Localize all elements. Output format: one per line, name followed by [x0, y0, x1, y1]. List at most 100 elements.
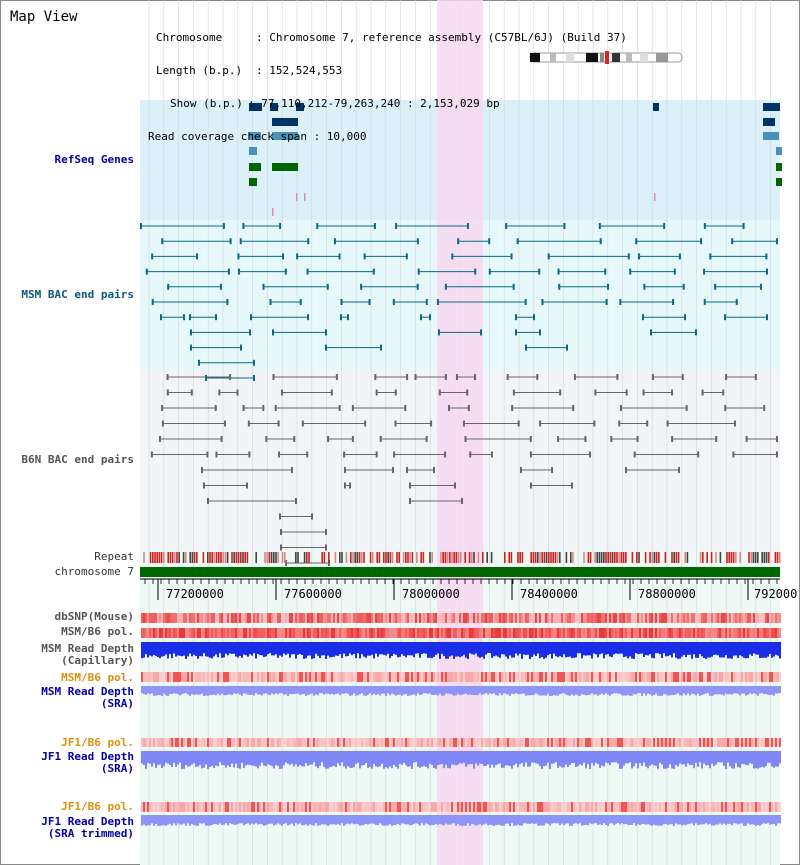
heat-cell: [663, 628, 665, 638]
msm-bac-track[interactable]: [140, 223, 778, 381]
depth-bar: [255, 751, 257, 767]
repeat-track[interactable]: [143, 552, 781, 563]
depth-bar: [571, 751, 573, 764]
depth-bar: [457, 751, 459, 765]
heat-cell: [191, 802, 193, 812]
heat-cell: [727, 628, 729, 638]
heatmap-tracks[interactable]: [141, 613, 781, 826]
depth-bar: [375, 815, 377, 825]
heat-cell: [423, 738, 425, 747]
bac-end-marker: [272, 374, 275, 380]
heat-cell: [607, 613, 609, 623]
depth-bar: [189, 686, 191, 696]
heat-cell: [381, 613, 383, 623]
heat-cell: [301, 802, 303, 812]
heat-cell: [661, 802, 663, 812]
depth-bar: [529, 751, 531, 767]
heat-cell: [345, 672, 347, 682]
repeat-mark: [361, 552, 363, 563]
heat-cell: [681, 802, 683, 812]
selected-region-highlight[interactable]: [437, 0, 483, 865]
depth-bar: [405, 751, 407, 766]
heat-cell: [553, 672, 555, 682]
bac-end-marker: [599, 238, 602, 245]
chromosome-bar[interactable]: [140, 567, 780, 577]
heat-cell: [681, 738, 683, 747]
heat-cell: [179, 738, 181, 747]
heat-cell: [377, 613, 379, 623]
depth-bar: [537, 686, 539, 695]
depth-bar: [219, 686, 221, 696]
heat-cell: [679, 628, 681, 638]
depth-bar: [423, 751, 425, 767]
repeat-mark: [420, 552, 422, 563]
depth-bar: [321, 815, 323, 825]
depth-bar: [749, 815, 751, 825]
bac-end-marker: [557, 436, 560, 442]
depth-bar: [327, 686, 329, 694]
depth-bar: [415, 642, 417, 654]
depth-bar: [627, 686, 629, 696]
heat-cell: [603, 613, 605, 623]
depth-bar: [625, 751, 627, 764]
depth-bar: [225, 751, 227, 768]
heat-cell: [215, 802, 217, 812]
b6n-bac-track[interactable]: [150, 374, 778, 566]
heat-cell: [545, 628, 547, 638]
heat-cell: [719, 613, 721, 623]
depth-bar: [627, 642, 629, 659]
depth-bar: [243, 815, 245, 826]
heat-cell: [531, 628, 533, 638]
track-label-refseq-genes[interactable]: RefSeq Genes: [54, 153, 134, 166]
depth-bar: [195, 751, 197, 767]
depth-bar: [357, 751, 359, 763]
track-label-msm-bac[interactable]: MSM BAC end pairs: [21, 288, 134, 301]
depth-bar: [545, 751, 547, 766]
heat-cell: [647, 613, 649, 623]
heat-cell: [359, 672, 361, 682]
depth-bar: [271, 751, 273, 767]
depth-bar: [375, 642, 377, 654]
gene-glyph: [776, 147, 782, 155]
depth-bar: [495, 751, 497, 766]
heat-cell: [253, 738, 255, 747]
repeat-mark: [537, 552, 539, 563]
depth-bar: [765, 751, 767, 767]
depth-bar: [605, 815, 607, 825]
heat-cell: [201, 613, 203, 623]
bac-end-marker: [584, 436, 587, 442]
heat-cell: [595, 738, 597, 747]
heat-cell: [499, 738, 501, 747]
heat-cell: [775, 738, 777, 747]
heat-cell: [287, 628, 289, 638]
heat-cell: [255, 738, 257, 747]
bac-end-marker: [227, 268, 230, 275]
heat-cell: [483, 802, 485, 812]
bac-end-marker: [272, 329, 274, 336]
bac-end-marker: [306, 268, 309, 275]
depth-bar: [655, 642, 657, 654]
depth-bar: [461, 642, 463, 657]
depth-bar: [593, 751, 595, 766]
chromosome-ideogram[interactable]: [529, 51, 683, 64]
bac-end-marker: [643, 283, 646, 290]
heat-cell: [409, 613, 411, 623]
depth-bar: [265, 642, 267, 657]
bac-end-marker: [759, 283, 762, 290]
heat-cell: [183, 672, 185, 682]
heat-cell: [541, 802, 543, 812]
heat-cell: [169, 628, 171, 638]
track-label-b6n-bac[interactable]: B6N BAC end pairs: [21, 453, 134, 466]
depth-bar: [635, 642, 637, 654]
heat-cell: [695, 738, 697, 747]
depth-bar: [323, 686, 325, 695]
heat-cell: [479, 628, 481, 638]
heat-cell: [385, 628, 387, 638]
heat-cell: [387, 672, 389, 682]
refseq-genes-track[interactable]: [249, 103, 782, 216]
heat-cell: [503, 613, 505, 623]
heat-cell: [277, 738, 279, 747]
bac-end-marker: [151, 299, 154, 305]
ideogram-position-marker[interactable]: [605, 51, 609, 64]
